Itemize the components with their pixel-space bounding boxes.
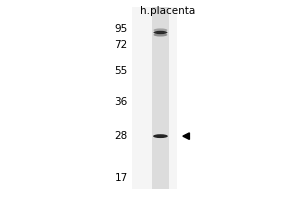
Bar [132, 7, 177, 189]
Text: 55: 55 [114, 66, 128, 76]
Ellipse shape [154, 33, 167, 37]
Text: 28: 28 [114, 131, 128, 141]
Text: h.placenta: h.placenta [140, 6, 196, 16]
Text: 72: 72 [114, 40, 128, 50]
Ellipse shape [154, 28, 167, 32]
Text: 17: 17 [114, 173, 128, 183]
Bar [152, 7, 169, 189]
Ellipse shape [154, 31, 167, 34]
Ellipse shape [153, 134, 168, 138]
Text: 36: 36 [114, 97, 128, 107]
Text: 95: 95 [114, 24, 128, 34]
Polygon shape [183, 133, 189, 139]
